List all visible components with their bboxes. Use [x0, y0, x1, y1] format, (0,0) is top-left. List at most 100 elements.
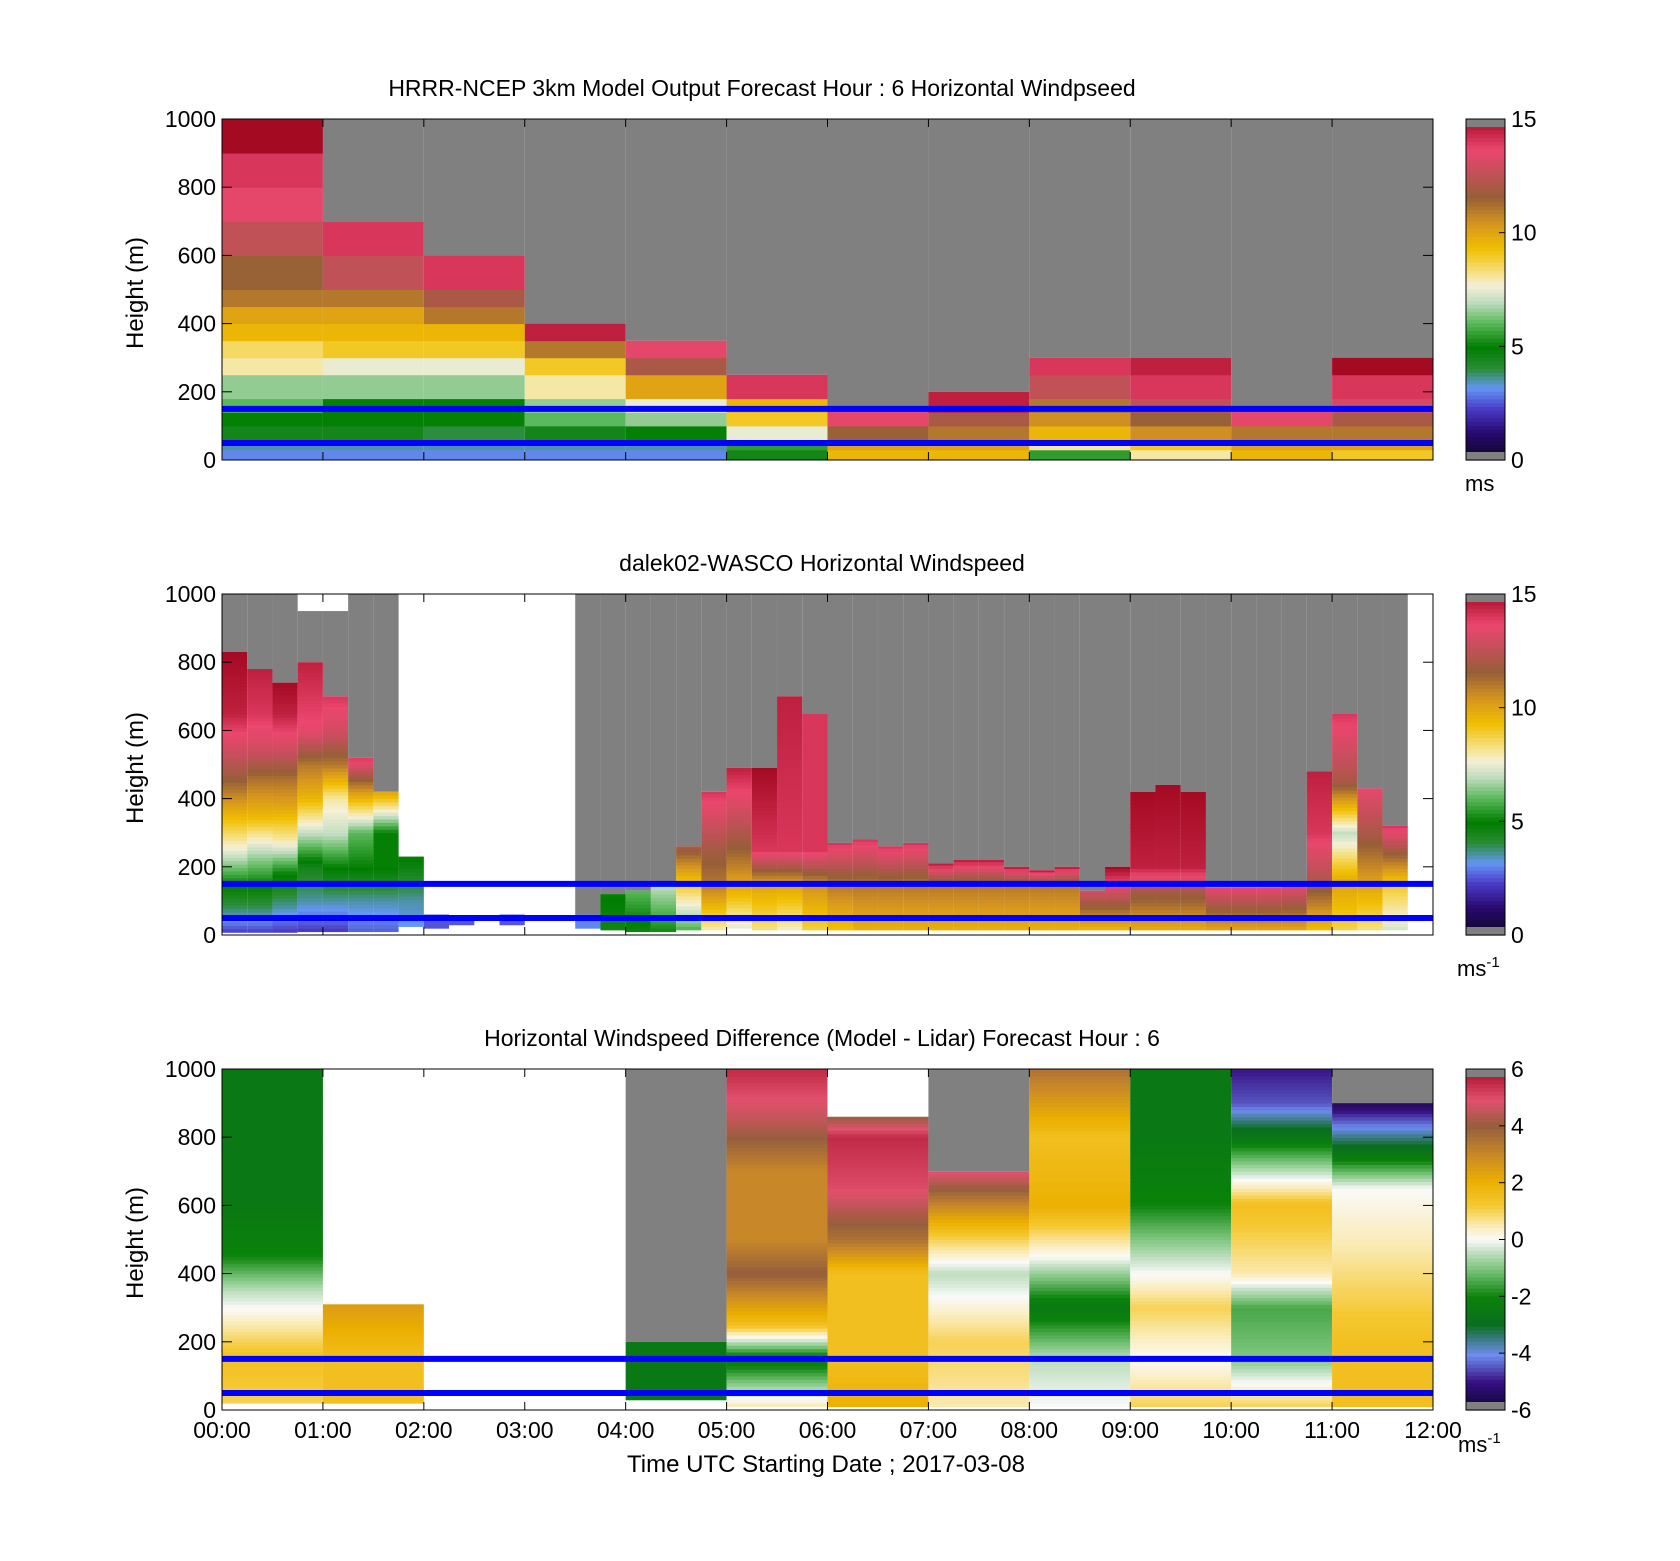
data-cell [1382, 906, 1408, 910]
missing-data-cell [1180, 594, 1206, 792]
data-cell [978, 885, 1005, 890]
data-cell [1231, 1150, 1333, 1155]
data-cell [1029, 1270, 1131, 1275]
colorbar-swatch [1466, 1163, 1505, 1169]
data-cell [222, 679, 248, 684]
data-cell [1231, 1270, 1333, 1275]
data-cell [1256, 899, 1282, 904]
data-cell [802, 810, 828, 815]
colorbar-swatch [1466, 190, 1505, 196]
data-cell [1281, 909, 1307, 914]
data-cell [827, 1191, 929, 1196]
data-cell [1256, 923, 1282, 927]
data-cell [1130, 1345, 1232, 1350]
data-cell [222, 221, 323, 256]
data-cell [322, 1317, 424, 1322]
data-cell [827, 1201, 929, 1206]
data-cell [1180, 848, 1206, 852]
data-cell [1357, 919, 1383, 924]
data-cell [953, 926, 979, 931]
data-cell [373, 832, 399, 837]
data-cell [676, 926, 702, 931]
data-cell [322, 873, 349, 878]
data-cell [222, 734, 248, 739]
data-cell [398, 906, 424, 910]
colorbar-swatch [1466, 338, 1505, 344]
data-cell [928, 412, 1030, 427]
data-cell [1130, 1403, 1232, 1408]
data-cell [777, 830, 803, 835]
data-cell [827, 1222, 929, 1227]
data-cell [222, 703, 248, 708]
data-cell [1306, 885, 1333, 890]
data-cell [297, 856, 323, 861]
data-cell [272, 717, 298, 722]
data-cell [1180, 888, 1206, 893]
data-cell [1357, 803, 1383, 808]
data-cell [1155, 813, 1181, 818]
data-cell [701, 813, 727, 818]
data-cell [222, 819, 248, 824]
data-cell [322, 221, 424, 256]
data-cell [272, 887, 298, 892]
data-cell [222, 853, 248, 858]
data-cell [726, 1300, 828, 1305]
data-cell [222, 724, 248, 729]
data-cell [1079, 926, 1106, 931]
colorbar-cap [1466, 119, 1505, 127]
x-tick-label: 01:00 [294, 1417, 352, 1443]
data-cell [777, 817, 803, 822]
colorbar-swatch [1466, 753, 1505, 758]
data-cell [1029, 357, 1131, 376]
data-cell [398, 856, 424, 859]
data-cell [928, 895, 954, 900]
colorbar-tick-label: -4 [1511, 1340, 1532, 1366]
colorbar-swatch [1466, 1356, 1505, 1362]
data-cell [222, 1157, 323, 1162]
data-cell [1180, 851, 1206, 856]
data-cell [827, 1133, 929, 1138]
data-cell [701, 919, 727, 924]
data-cell [348, 764, 374, 769]
data-cell [751, 909, 778, 914]
data-cell [373, 856, 399, 861]
data-cell [827, 923, 853, 927]
data-cell [827, 1259, 929, 1264]
data-cell [247, 676, 273, 681]
data-cell [877, 888, 904, 893]
data-cell [373, 825, 399, 830]
colorbar-swatch [1466, 316, 1505, 321]
missing-data-cell [1332, 119, 1433, 358]
data-cell [1029, 1352, 1131, 1356]
data-cell [1130, 1259, 1232, 1264]
data-cell [297, 795, 323, 800]
data-cell [802, 906, 828, 910]
data-cell [928, 1198, 1030, 1203]
data-cell [827, 885, 853, 890]
missing-data-cell [928, 119, 1030, 392]
data-cell [1029, 449, 1131, 461]
colorbar-swatch [1466, 1224, 1505, 1229]
data-cell [777, 711, 803, 716]
data-cell [903, 912, 929, 917]
data-cell [222, 1287, 323, 1292]
data-cell [903, 878, 929, 883]
data-cell [903, 848, 929, 852]
data-cell [726, 798, 752, 803]
data-cell [676, 919, 702, 924]
data-cell [1332, 1239, 1433, 1244]
data-cell [1180, 878, 1206, 883]
data-cell [827, 848, 853, 852]
data-cell [1231, 1208, 1333, 1213]
data-cell [751, 790, 778, 794]
data-cell [1231, 1277, 1333, 1281]
data-cell [272, 789, 298, 793]
data-cell [247, 782, 273, 787]
data-cell [676, 923, 702, 927]
data-cell [1332, 1154, 1433, 1159]
data-cell [978, 909, 1005, 914]
data-cell [322, 1311, 424, 1316]
data-cell [222, 153, 323, 188]
data-cell [1332, 851, 1358, 856]
data-cell [297, 846, 323, 851]
